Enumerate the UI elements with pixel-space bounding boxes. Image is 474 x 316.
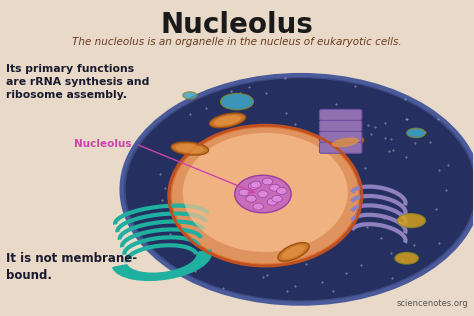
- Ellipse shape: [267, 198, 277, 205]
- Ellipse shape: [171, 127, 359, 264]
- Ellipse shape: [171, 142, 209, 155]
- Text: It is not membrane-
bound.: It is not membrane- bound.: [6, 252, 137, 282]
- Text: Nucleolus: Nucleolus: [74, 139, 132, 149]
- Ellipse shape: [272, 195, 282, 202]
- Ellipse shape: [248, 183, 259, 190]
- Ellipse shape: [246, 195, 256, 202]
- Ellipse shape: [239, 189, 249, 196]
- Ellipse shape: [270, 184, 280, 191]
- FancyBboxPatch shape: [319, 131, 362, 142]
- Text: Its primary functions
are rRNA synthesis and
ribosome assembly.: Its primary functions are rRNA synthesis…: [6, 64, 149, 100]
- Ellipse shape: [327, 136, 364, 149]
- Ellipse shape: [214, 115, 241, 126]
- Ellipse shape: [395, 252, 419, 264]
- Ellipse shape: [176, 144, 204, 153]
- Ellipse shape: [263, 178, 273, 185]
- FancyBboxPatch shape: [319, 120, 362, 131]
- Ellipse shape: [282, 245, 305, 259]
- Ellipse shape: [220, 94, 254, 110]
- Ellipse shape: [332, 137, 359, 147]
- Ellipse shape: [258, 191, 268, 198]
- Text: Nucleolus: Nucleolus: [161, 11, 313, 39]
- FancyBboxPatch shape: [319, 142, 362, 153]
- Ellipse shape: [278, 243, 309, 261]
- Ellipse shape: [210, 113, 246, 128]
- Ellipse shape: [183, 92, 197, 99]
- Ellipse shape: [235, 175, 291, 213]
- Ellipse shape: [183, 133, 348, 252]
- Ellipse shape: [253, 203, 264, 210]
- Ellipse shape: [124, 76, 474, 302]
- Text: The nucleolus is an organelle in the nucleus of eukaryotic cells.: The nucleolus is an organelle in the nuc…: [72, 37, 402, 47]
- Ellipse shape: [397, 214, 426, 228]
- Ellipse shape: [407, 128, 426, 138]
- FancyBboxPatch shape: [319, 109, 362, 120]
- Ellipse shape: [277, 187, 287, 194]
- Text: sciencenotes.org: sciencenotes.org: [396, 299, 468, 308]
- Ellipse shape: [251, 181, 261, 188]
